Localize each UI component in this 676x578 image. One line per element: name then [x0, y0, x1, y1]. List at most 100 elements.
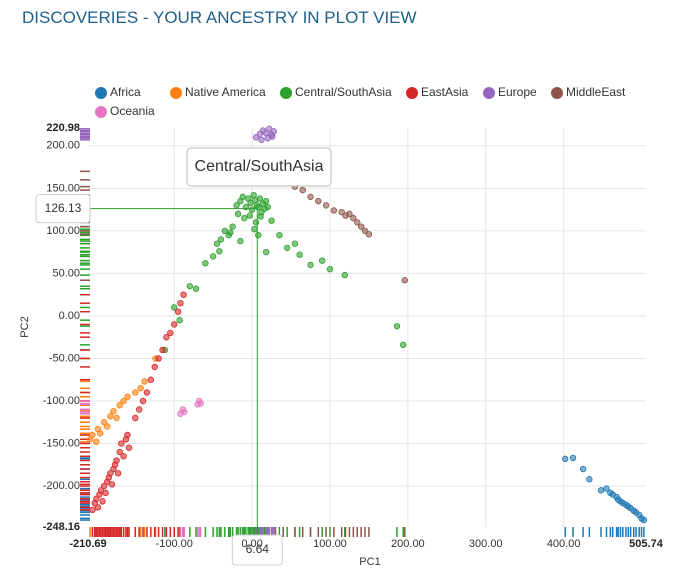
x-tick-label: 100.00 — [313, 538, 347, 550]
point — [137, 385, 144, 392]
tooltip-box — [186, 147, 332, 187]
point — [262, 197, 270, 205]
point — [100, 482, 108, 490]
y-tick-label: -150.00 — [43, 437, 80, 449]
point — [283, 244, 291, 252]
x-tick-label: -100.00 — [156, 538, 193, 550]
y-min-label: -248.16 — [43, 521, 80, 533]
point — [346, 210, 353, 218]
point — [237, 237, 244, 245]
point — [174, 308, 182, 315]
legend-label: EastAsia — [421, 85, 469, 99]
point — [167, 329, 174, 337]
point — [579, 465, 587, 473]
point — [113, 414, 120, 422]
point — [229, 223, 236, 230]
point — [213, 240, 221, 247]
point — [393, 322, 401, 330]
x-tick-label: 300.00 — [469, 538, 503, 550]
point — [202, 260, 209, 267]
x-tick-label: 200.00 — [391, 538, 425, 550]
tooltip-label: Central/SouthAsia — [195, 158, 324, 175]
point — [307, 193, 314, 201]
point — [318, 257, 326, 264]
point — [99, 498, 106, 505]
y-tick-label: 200.00 — [46, 140, 80, 152]
y-tick-label: 0.00 — [59, 310, 80, 322]
point — [268, 217, 275, 224]
point — [116, 402, 123, 409]
point — [255, 231, 262, 239]
x-tick-label: 400.00 — [547, 538, 581, 550]
y-tick-label: 50.00 — [52, 267, 80, 279]
point — [94, 504, 102, 511]
point — [171, 304, 178, 311]
x-value-box — [231, 534, 283, 566]
point — [269, 133, 276, 140]
x-tick-label: 0.00 — [241, 538, 262, 550]
point — [296, 251, 303, 258]
point — [125, 444, 133, 451]
legend-marker — [483, 87, 495, 99]
point — [118, 440, 125, 447]
point — [110, 407, 117, 415]
point — [276, 231, 283, 239]
y-tick-label: -50.00 — [49, 352, 80, 364]
legend-label: Africa — [110, 85, 141, 99]
legend-label: Oceania — [110, 104, 155, 118]
point — [147, 376, 155, 383]
point — [197, 400, 204, 407]
y-tick-label: -100.00 — [43, 395, 80, 407]
point — [399, 341, 407, 349]
point — [401, 277, 408, 284]
legend-marker — [95, 106, 107, 118]
point — [132, 414, 139, 422]
grid — [88, 128, 646, 527]
legend-marker — [406, 87, 418, 99]
point — [350, 214, 357, 222]
legend-label: Native America — [185, 85, 266, 99]
point — [562, 455, 569, 463]
point — [216, 248, 223, 255]
point — [227, 229, 234, 236]
point — [239, 193, 246, 201]
point — [251, 225, 258, 233]
point — [116, 448, 123, 456]
legend-marker — [280, 87, 292, 99]
point — [108, 481, 116, 488]
point — [120, 397, 127, 405]
x-value-label: 6.64 — [246, 542, 270, 556]
point — [180, 291, 187, 298]
point — [124, 431, 131, 439]
point — [141, 378, 148, 385]
legend-marker — [551, 87, 563, 99]
point — [107, 413, 114, 420]
legend-label: Central/SouthAsia — [295, 85, 392, 99]
point — [315, 197, 322, 205]
point — [246, 212, 253, 219]
y-tick-label: 150.00 — [46, 182, 80, 194]
page-title: DISCOVERIES - YOUR ANCESTRY IN PLOT VIEW — [22, 8, 417, 27]
point — [341, 271, 348, 279]
point — [186, 282, 193, 290]
legend-marker — [170, 87, 182, 99]
point — [192, 285, 200, 292]
point — [114, 470, 122, 477]
point — [322, 202, 330, 209]
point — [262, 248, 270, 256]
point — [258, 136, 265, 144]
x-axis-label: PC1 — [359, 556, 380, 568]
point — [132, 389, 139, 396]
x-min-label: -210.69 — [69, 538, 106, 550]
point — [143, 389, 151, 396]
point — [107, 470, 114, 477]
legend-label: MiddleEast — [566, 85, 626, 99]
point — [93, 438, 100, 446]
point — [104, 423, 111, 430]
point — [124, 393, 131, 400]
point — [171, 321, 178, 328]
point — [330, 207, 338, 214]
point — [217, 236, 225, 243]
points — [86, 125, 648, 524]
